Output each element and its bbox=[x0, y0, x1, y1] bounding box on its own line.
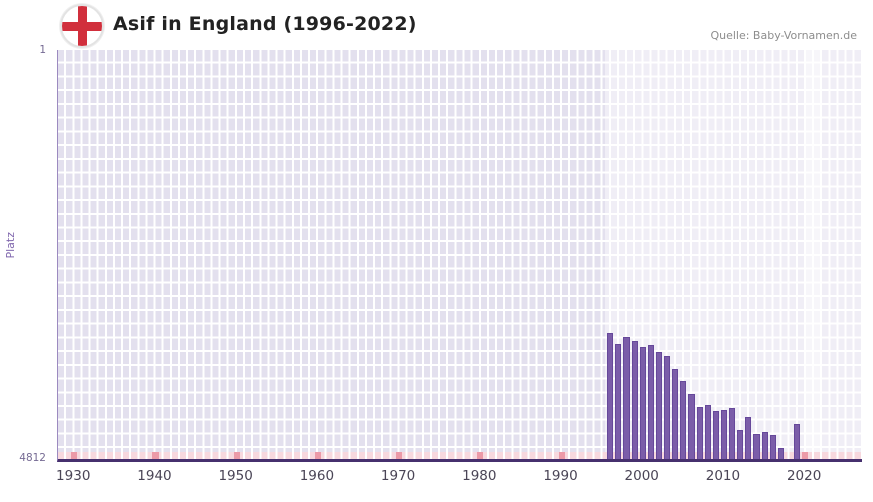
x-tick-label: 1930 bbox=[56, 468, 91, 484]
x-tick-label: 1970 bbox=[380, 468, 416, 484]
rank-bar-2009[interactable] bbox=[712, 411, 719, 459]
page-title: Asif in England (1996-2022) bbox=[113, 13, 417, 35]
rank-bar-2005[interactable] bbox=[680, 381, 687, 459]
rank-bar-1998[interactable] bbox=[623, 337, 630, 459]
x-tick-label: 1960 bbox=[299, 468, 335, 484]
rank-bar-2007[interactable] bbox=[696, 406, 703, 459]
source-attribution: Quelle: Baby-Vornamen.de bbox=[710, 29, 857, 42]
rank-bar-2011[interactable] bbox=[729, 407, 736, 459]
y-tick-min: 4812 bbox=[19, 452, 46, 464]
rank-bar-1999[interactable] bbox=[631, 340, 638, 459]
flag-cross-horizontal bbox=[62, 21, 102, 31]
decade-marker bbox=[152, 452, 159, 459]
x-tick-label: 2010 bbox=[705, 468, 741, 484]
decade-marker bbox=[314, 452, 321, 459]
decade-marker bbox=[233, 452, 240, 459]
x-tick-label: 2020 bbox=[786, 468, 822, 484]
rank-bar-2003[interactable] bbox=[664, 355, 671, 459]
rank-bar-1996[interactable] bbox=[607, 333, 614, 459]
decade-marker bbox=[802, 452, 809, 459]
rank-bar-2013[interactable] bbox=[745, 417, 752, 459]
rank-bar-2012[interactable] bbox=[737, 429, 744, 459]
decade-marker bbox=[71, 452, 78, 459]
data-period-highlight bbox=[604, 50, 862, 459]
y-tick-max: 1 bbox=[39, 44, 46, 56]
rank-bar-2004[interactable] bbox=[672, 368, 679, 459]
rank-bar-2008[interactable] bbox=[704, 405, 711, 459]
rank-bar-2000[interactable] bbox=[639, 347, 646, 459]
x-tick-label: 1940 bbox=[137, 468, 172, 484]
rank-bar-2015[interactable] bbox=[761, 432, 768, 459]
no-data-strip bbox=[58, 452, 862, 459]
decade-marker bbox=[396, 452, 403, 459]
rank-bar-2002[interactable] bbox=[655, 351, 663, 459]
x-tick-label: 1950 bbox=[218, 468, 253, 484]
decade-marker bbox=[477, 452, 484, 459]
rank-bar-2014[interactable] bbox=[753, 434, 760, 459]
rank-bar-2010[interactable] bbox=[720, 409, 728, 459]
recent-years-highlight bbox=[803, 50, 820, 459]
england-flag-icon bbox=[60, 4, 104, 48]
x-tick-label: 1990 bbox=[543, 468, 578, 484]
rank-bar-2006[interactable] bbox=[688, 394, 695, 459]
decade-marker bbox=[558, 452, 565, 459]
y-axis-title: Platz bbox=[4, 232, 17, 259]
rank-bar-2019[interactable] bbox=[794, 423, 801, 459]
x-tick-label: 2000 bbox=[624, 468, 659, 484]
rank-bar-2017[interactable] bbox=[777, 447, 784, 459]
plot-area[interactable] bbox=[57, 50, 862, 462]
x-tick-label: 1980 bbox=[462, 468, 497, 484]
rank-bar-2001[interactable] bbox=[647, 344, 654, 459]
rank-bar-2016[interactable] bbox=[769, 435, 776, 459]
rank-bar-1997[interactable] bbox=[615, 344, 622, 459]
